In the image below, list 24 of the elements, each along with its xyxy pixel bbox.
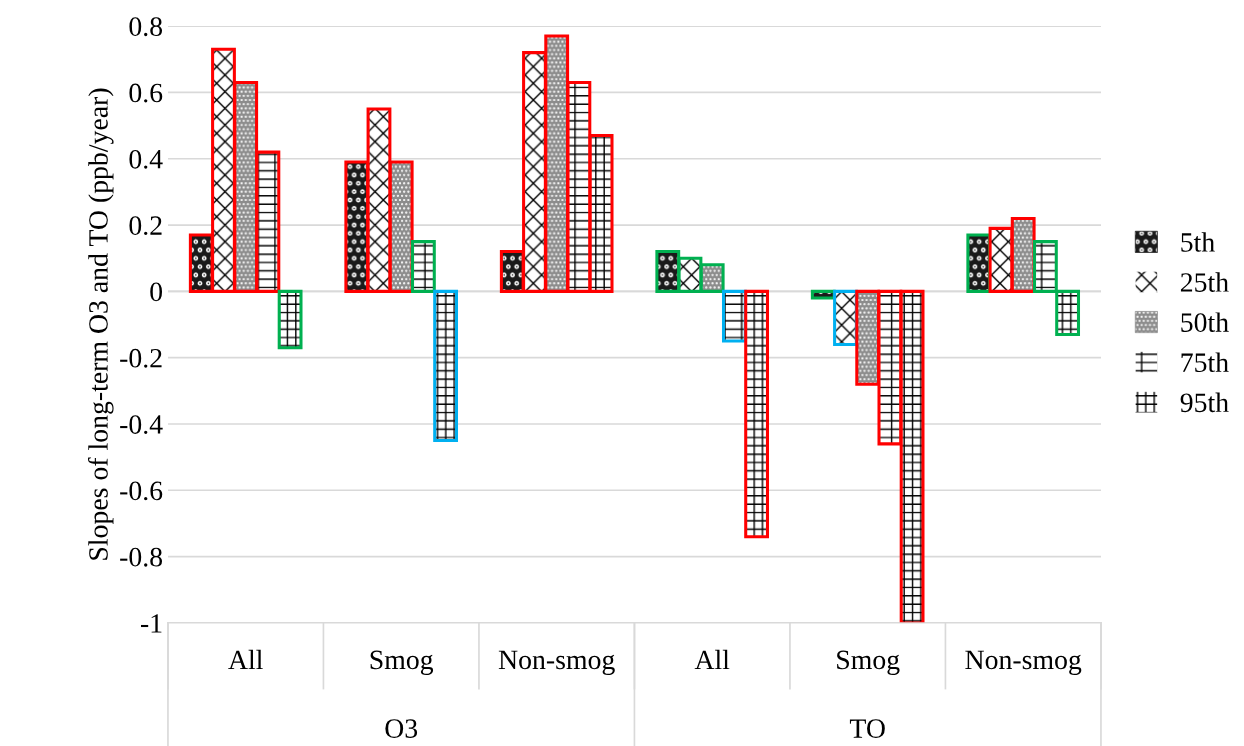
y-axis-title: Slopes of long-term O3 and TO (ppb/year) [88,88,114,560]
x-tick-label: All [228,649,263,670]
x-tick-label: Smog [837,650,900,675]
text: O3 [385,719,418,738]
y-tick-label: 0 [150,282,163,302]
legend-label: 5th [1181,232,1215,252]
y-tick-label: -0.6 [120,481,163,501]
y-tick-label: 0.2 [129,216,162,236]
y-tick-label: 0.6 [129,83,163,103]
legend-label: 25th [1180,272,1229,292]
y-tick-label: -0.8 [120,547,163,567]
y-tick-label: 0.8 [129,17,163,37]
y-tick-label: 0.4 [129,149,163,169]
x-tick-label: Non-smog [498,650,615,675]
y-tick-label: -0.2 [120,348,162,368]
text: TO [849,719,885,738]
legend-label: 95th [1180,392,1229,413]
y-tick-label: -0.4 [120,415,163,435]
x-tick-label: Smog [370,650,434,675]
x-tick-label: All [694,649,730,670]
x-tick-label: Non-smog [965,650,1082,675]
y-tick-label: -1 [140,614,162,633]
legend-label: 75th [1181,352,1229,373]
legend-label: 50th [1181,312,1229,332]
